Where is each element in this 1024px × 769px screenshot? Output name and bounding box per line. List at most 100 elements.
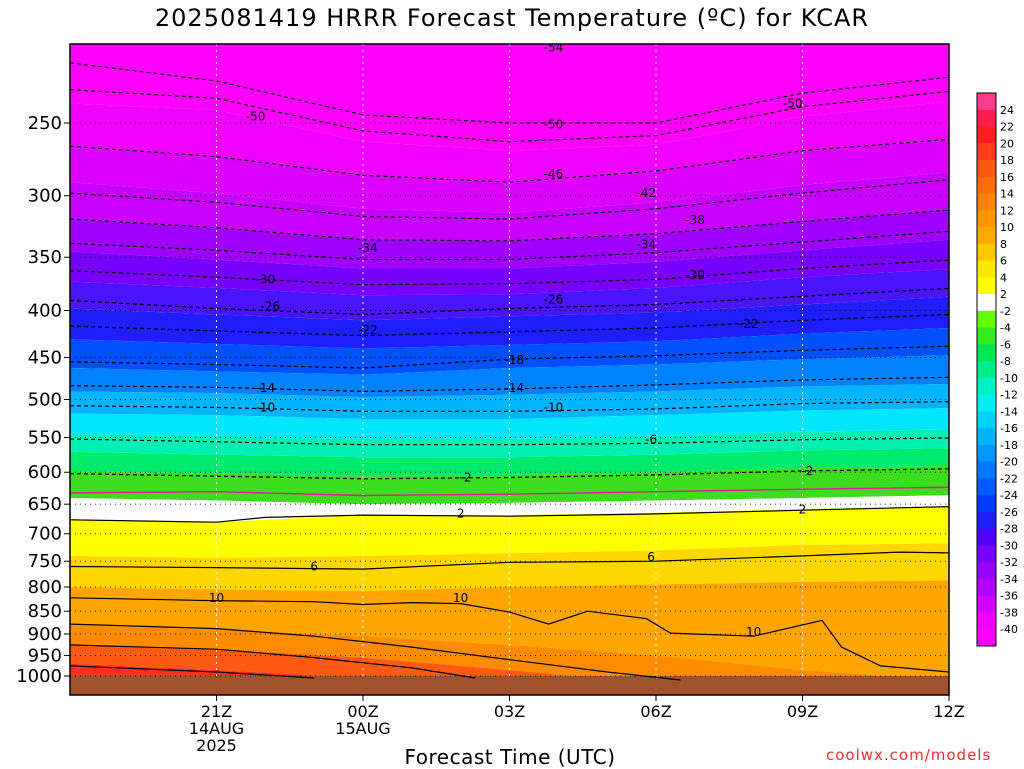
y-tick-label: 600 [28, 462, 62, 483]
temperature-band [70, 429, 949, 458]
contour-label: 10 [209, 591, 224, 605]
colorbar-swatch [977, 478, 996, 496]
colorbar-label: -26 [1000, 506, 1018, 519]
contour-line [70, 665, 315, 679]
colorbar-label: -24 [1000, 489, 1018, 502]
contour-label: -46 [544, 167, 564, 181]
colorbar-label: -18 [1000, 439, 1018, 452]
colorbar-label: -22 [1000, 472, 1018, 485]
x-tick-label: 21Z [201, 702, 232, 721]
colorbar-frame [976, 92, 997, 647]
y-tick-label: 450 [28, 347, 62, 368]
y-tick-label: 700 [28, 524, 62, 545]
colorbar-label: -16 [1000, 422, 1018, 435]
colorbar-label: -30 [1000, 539, 1018, 552]
x-tick-label: 2025 [196, 736, 237, 755]
contour-label: -10 [256, 400, 276, 414]
contour-label: -22 [358, 323, 378, 337]
colorbar-swatch [977, 578, 996, 597]
credit-link[interactable]: coolwx.com/models [826, 746, 992, 764]
colorbar-label: -4 [1000, 322, 1011, 335]
contour-label: -14 [505, 381, 525, 395]
contour-labels: -54-50-50-50-46-42-38-34 -34-30 -30-26-26-… [209, 44, 814, 639]
colorbar-swatch [977, 344, 996, 362]
contour-label: -18 [505, 353, 525, 367]
colorbar-label: 24 [1000, 104, 1014, 117]
colorbar-label: -2 [1000, 305, 1011, 318]
colorbar-label: 14 [1000, 188, 1014, 201]
colorbar-swatch [977, 545, 996, 563]
temperature-band [70, 580, 949, 681]
colorbar-label: -6 [1000, 338, 1011, 351]
colorbar-label: -34 [1000, 573, 1018, 586]
colorbar-swatch [977, 528, 996, 546]
colorbar-swatch [977, 310, 996, 329]
colorbar-swatch [977, 210, 996, 228]
temperature-band [70, 384, 949, 419]
x-tick-label: 15AUG [335, 719, 390, 738]
temperature-band [70, 172, 949, 241]
contour-label: -26 [260, 299, 280, 313]
colorbar-swatch [977, 595, 996, 613]
y-tick-label: 650 [28, 494, 62, 515]
colorbar-swatch [977, 176, 996, 195]
contour-label: -50 [246, 110, 266, 124]
contour-label: -38 [685, 213, 705, 227]
contour-label: -34 [636, 237, 656, 251]
temperature-field [70, 44, 949, 695]
temperature-band [70, 210, 949, 269]
temperature-band [70, 139, 949, 213]
colorbar-swatch [977, 93, 996, 111]
x-tick-label: 03Z [494, 702, 525, 721]
y-tick-label: 750 [28, 551, 62, 572]
colorbar-label: 12 [1000, 204, 1014, 217]
colorbar-label: 22 [1000, 121, 1014, 134]
x-tick-label: 14AUG [189, 719, 244, 738]
contour-line [70, 644, 476, 679]
colorbar-swatch [977, 294, 996, 312]
colorbar-swatch [977, 277, 996, 295]
contour-label: -2 [801, 464, 813, 478]
colorbar-swatch [977, 612, 996, 630]
colorbar-swatch [977, 193, 996, 211]
y-tick-label: 1000 [16, 666, 62, 687]
contour-label: -22 [739, 317, 759, 331]
colorbar-label: -32 [1000, 556, 1018, 569]
colorbar-label: 10 [1000, 221, 1014, 234]
contour-label: -2 [460, 471, 472, 485]
chart-title: 2025081419 HRRR Forecast Temperature (ºC… [154, 4, 870, 32]
x-tick-label: 12Z [933, 702, 964, 721]
contour-label: 6 [647, 550, 655, 564]
contour-line [70, 505, 949, 523]
colorbar-label: 6 [1000, 255, 1007, 268]
colorbar-swatch [977, 629, 996, 647]
y-tick-label: 250 [28, 113, 62, 134]
contour-label: 10 [453, 591, 468, 605]
temperature-band [70, 296, 949, 349]
ground-surface [70, 676, 949, 695]
contour-label: 2 [799, 503, 807, 517]
colorbar-label: 8 [1000, 238, 1007, 251]
temperature-band [70, 448, 949, 477]
colorbar-label: -36 [1000, 590, 1018, 603]
colorbar-swatch [977, 511, 996, 530]
contour-label: -50 [544, 118, 564, 132]
contour-label: -26 [544, 292, 564, 306]
y-tick-label: 550 [28, 428, 62, 449]
y-tick-label: 950 [28, 646, 62, 667]
colorbar-label: 18 [1000, 154, 1014, 167]
contour-line [70, 62, 949, 124]
colorbar-swatch [977, 361, 996, 379]
temperature-band [70, 44, 949, 151]
contour-lines [70, 62, 949, 681]
y-tick-label: 800 [28, 577, 62, 598]
temperature-band [70, 466, 949, 505]
colorbar-swatch [977, 495, 996, 513]
contour-line [70, 597, 949, 673]
temperature-band [70, 495, 949, 523]
x-axis-label: Forecast Time (UTC) [404, 745, 616, 769]
y-tick-label: 900 [28, 624, 62, 645]
x-tick-label: 09Z [787, 702, 818, 721]
temperature-band [70, 101, 949, 183]
